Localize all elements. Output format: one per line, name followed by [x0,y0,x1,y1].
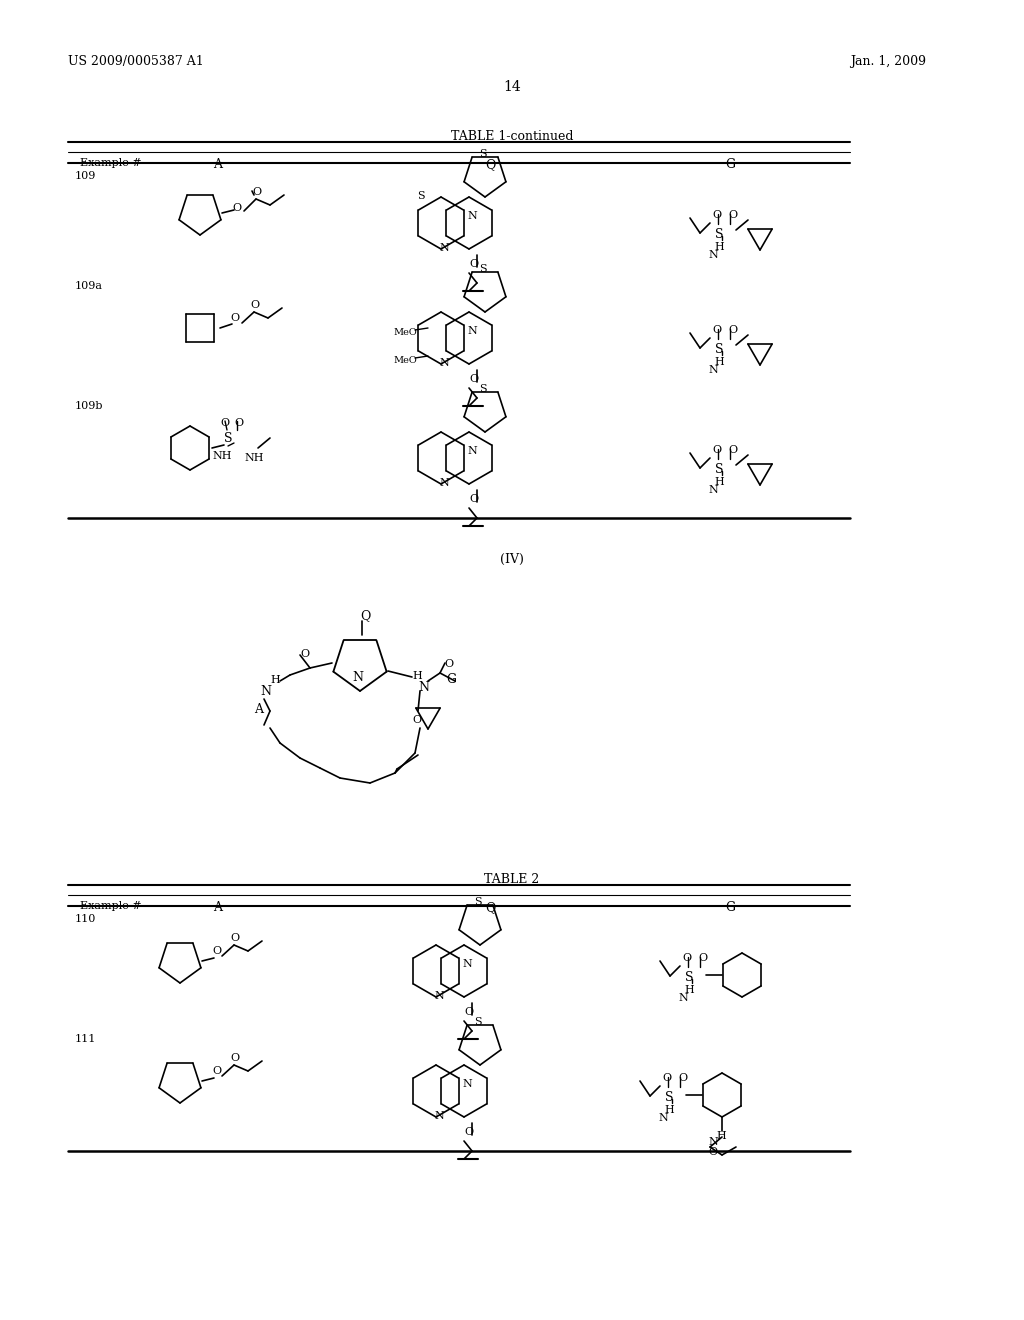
Text: N: N [352,671,362,684]
Text: S: S [685,972,693,983]
Text: S: S [479,264,486,275]
Text: O: O [212,1067,221,1076]
Text: N: N [462,1078,472,1089]
Text: O: O [708,1147,717,1158]
Text: TABLE 2: TABLE 2 [484,873,540,886]
Text: O: O [464,1007,473,1016]
Text: S: S [479,149,486,158]
Text: O: O [728,445,737,455]
Text: S: S [715,343,724,356]
Text: H: H [412,671,422,681]
Text: S: S [474,898,481,907]
Text: S: S [479,384,486,393]
Text: O: O [682,953,691,964]
Text: N: N [658,1113,668,1123]
Text: O: O [698,953,708,964]
Text: N: N [260,685,271,698]
Text: N: N [462,960,472,969]
Text: O: O [412,715,421,725]
Text: N: N [467,211,477,220]
Text: N: N [708,1137,718,1147]
Text: N: N [439,243,449,253]
Text: O: O [300,649,309,659]
Text: H: H [664,1105,674,1115]
Text: 111: 111 [75,1034,96,1044]
Text: 109b: 109b [75,401,103,411]
Text: US 2009/0005387 A1: US 2009/0005387 A1 [68,55,204,69]
Text: N: N [708,366,718,375]
Text: N: N [467,326,477,337]
Text: S: S [224,432,232,445]
Text: N: N [708,484,718,495]
Text: O: O [230,1053,240,1063]
Text: O: O [662,1073,671,1082]
Text: MeO: MeO [393,356,417,366]
Text: O: O [469,259,478,269]
Text: O: O [444,659,454,669]
Text: H: H [684,985,693,995]
Text: MeO: MeO [393,327,417,337]
Text: N: N [434,991,443,1001]
Text: Example #: Example # [80,158,141,168]
Text: O: O [678,1073,687,1082]
Text: O: O [728,325,737,335]
Text: S: S [417,191,425,201]
Text: O: O [232,203,241,213]
Text: G: G [446,673,456,686]
Text: A: A [213,158,222,172]
Text: O: O [712,445,721,455]
Text: O: O [712,325,721,335]
Text: 109: 109 [75,172,96,181]
Text: O: O [712,210,721,220]
Text: Jan. 1, 2009: Jan. 1, 2009 [850,55,926,69]
Text: N: N [678,993,688,1003]
Text: N: N [439,358,449,368]
Text: Q: Q [484,902,496,913]
Text: (IV): (IV) [500,553,524,566]
Text: H: H [714,242,724,252]
Text: H: H [716,1131,726,1140]
Text: H: H [270,675,280,685]
Text: 109a: 109a [75,281,103,290]
Text: O: O [469,374,478,384]
Text: O: O [728,210,737,220]
Text: O: O [230,933,240,942]
Text: O: O [250,300,259,310]
Text: A: A [213,902,222,913]
Text: Q: Q [360,609,371,622]
Text: Example #: Example # [80,902,141,911]
Text: NH: NH [212,451,231,461]
Text: 14: 14 [503,81,521,94]
Text: NH: NH [244,453,263,463]
Text: O: O [464,1127,473,1137]
Text: N: N [708,249,718,260]
Text: O: O [252,187,261,197]
Text: O: O [220,418,229,428]
Text: O: O [230,313,240,323]
Text: O: O [212,946,221,956]
Text: O: O [234,418,243,428]
Text: N: N [418,681,429,694]
Text: O: O [469,494,478,504]
Text: H: H [714,477,724,487]
Text: 110: 110 [75,913,96,924]
Text: S: S [665,1092,674,1104]
Text: N: N [434,1111,443,1121]
Text: Q: Q [484,158,496,172]
Text: N: N [467,446,477,455]
Text: S: S [474,1016,481,1027]
Text: A: A [254,704,263,715]
Text: G: G [725,158,735,172]
Text: G: G [725,902,735,913]
Text: S: S [715,463,724,477]
Text: S: S [715,228,724,242]
Text: H: H [714,356,724,367]
Text: TABLE 1-continued: TABLE 1-continued [451,129,573,143]
Text: N: N [439,478,449,488]
